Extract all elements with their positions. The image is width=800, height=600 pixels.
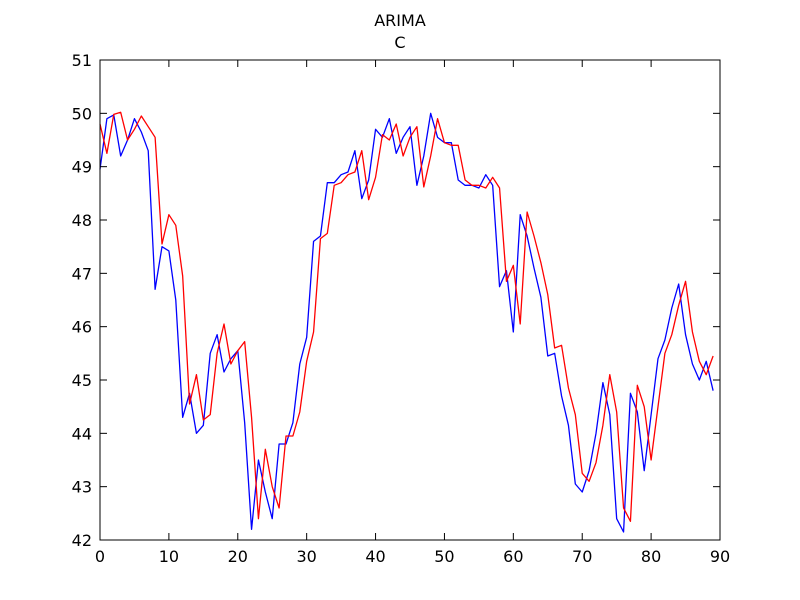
y-tick-label: 44 [72, 424, 92, 443]
x-tick-label: 40 [365, 547, 385, 566]
y-tick-label: 45 [72, 371, 92, 390]
x-tick-label: 60 [503, 547, 523, 566]
y-tick-label: 50 [72, 104, 92, 123]
y-tick-label: 46 [72, 318, 92, 337]
series-line-2 [99, 111, 714, 522]
plot-frame [99, 59, 721, 541]
y-tick-label: 43 [72, 478, 92, 497]
chart-subtitle: C [394, 33, 405, 52]
x-tick-label: 20 [228, 547, 248, 566]
x-tick-label: 0 [95, 547, 105, 566]
y-tick-label: 49 [72, 158, 92, 177]
x-tick-label: 10 [159, 547, 179, 566]
tick-layer: 0 10 20 30 40 50 60 70 80 90 42 43 44 45 46 47 48 49 50 51 [72, 51, 731, 566]
x-tick-label: 80 [641, 547, 661, 566]
x-tick-label: 50 [434, 547, 454, 566]
series-line-1 [99, 112, 714, 533]
series-layer [99, 111, 714, 533]
y-tick-label: 47 [72, 264, 92, 283]
y-tick-label: 42 [72, 531, 92, 550]
y-tick-label: 51 [72, 51, 92, 70]
x-tick-label: 70 [572, 547, 592, 566]
x-tick-label: 30 [296, 547, 316, 566]
x-tick-label: 90 [710, 547, 730, 566]
y-tick-label: 48 [72, 211, 92, 230]
plot-area [100, 60, 720, 540]
chart-title: ARIMA [374, 11, 426, 30]
